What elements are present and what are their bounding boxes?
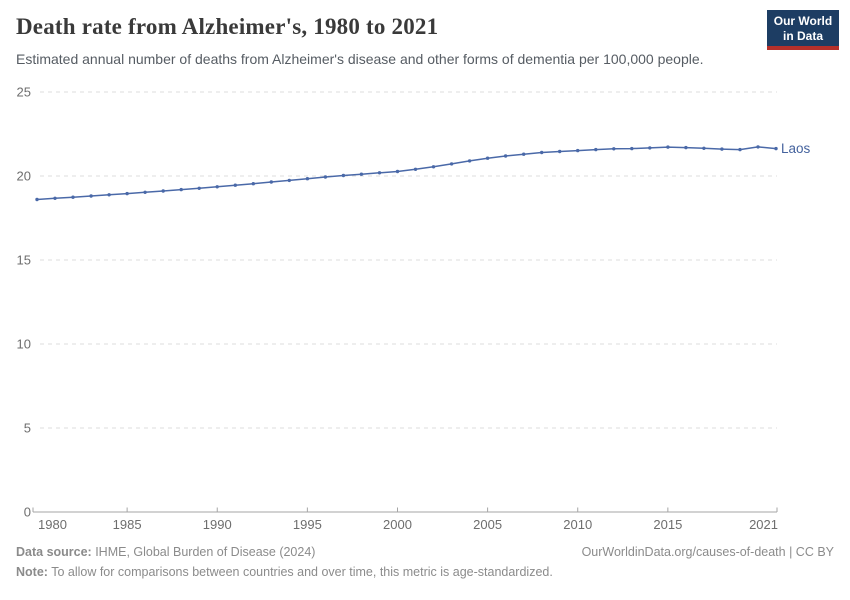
data-point[interactable] (71, 195, 75, 199)
data-point[interactable] (720, 147, 724, 151)
y-axis-tick-label: 10 (17, 337, 31, 352)
data-point[interactable] (215, 185, 219, 189)
data-point[interactable] (161, 189, 165, 193)
y-axis-tick-label: 15 (17, 253, 31, 268)
data-point[interactable] (702, 146, 706, 150)
x-axis-tick-label: 1990 (203, 517, 232, 532)
data-point[interactable] (413, 167, 418, 171)
note-text: Note: To allow for comparisons between c… (16, 565, 553, 579)
page-title: Death rate from Alzheimer's, 1980 to 202… (16, 14, 439, 39)
data-point[interactable] (485, 156, 490, 160)
data-point[interactable] (377, 171, 382, 175)
note-label: Note: (16, 565, 48, 579)
data-point[interactable] (107, 193, 111, 197)
x-axis-tick-label: 2021 (749, 517, 778, 532)
data-point[interactable] (269, 180, 273, 184)
y-axis-tick-label: 20 (17, 169, 31, 184)
data-point[interactable] (35, 197, 39, 202)
data-source-value: IHME, Global Burden of Disease (2024) (91, 545, 316, 559)
series-line[interactable] (36, 146, 777, 201)
data-point[interactable] (359, 172, 364, 176)
data-point[interactable] (395, 169, 400, 174)
y-axis-tick-label: 5 (24, 421, 31, 436)
data-source-text: Data source: IHME, Global Burden of Dise… (16, 545, 315, 559)
owid-logo-line1: Our World (773, 14, 833, 28)
data-point[interactable] (558, 149, 562, 154)
data-point[interactable] (540, 150, 544, 155)
x-axis-tick-label: 2010 (563, 517, 592, 532)
data-point[interactable] (630, 146, 634, 151)
data-point[interactable] (341, 173, 346, 178)
data-point[interactable] (197, 186, 201, 190)
data-point[interactable] (576, 148, 580, 153)
data-point[interactable] (467, 159, 472, 163)
owid-logo[interactable]: Our World in Data (767, 10, 839, 50)
data-point[interactable] (233, 183, 237, 187)
data-point[interactable] (305, 177, 310, 181)
data-point[interactable] (179, 187, 183, 192)
chart-footer: Data source: IHME, Global Burden of Dise… (16, 545, 834, 579)
data-point[interactable] (594, 147, 598, 152)
data-point[interactable] (143, 190, 147, 194)
data-point[interactable] (287, 178, 291, 183)
data-point[interactable] (125, 191, 129, 196)
data-point[interactable] (666, 145, 670, 149)
x-axis-tick-label: 2005 (473, 517, 502, 532)
data-point[interactable] (323, 175, 328, 179)
chart-header: Death rate from Alzheimer's, 1980 to 202… (0, 0, 850, 80)
data-point[interactable] (503, 154, 508, 158)
line-chart: 0 5 10 15 20 25 1980 1985 1990 1995 2000 2005 2010 20… (17, 85, 811, 533)
x-axis-tick-label: 2015 (653, 517, 682, 532)
data-point[interactable] (431, 165, 436, 169)
data-point[interactable] (53, 196, 57, 200)
y-axis-tick-label: 0 (24, 505, 31, 520)
data-point[interactable] (774, 146, 778, 151)
x-axis-tick-label: 1985 (113, 517, 142, 532)
series-label-laos[interactable]: Laos (781, 141, 811, 156)
x-axis-tick-label: 1995 (293, 517, 322, 532)
data-source-label: Data source: (16, 545, 92, 559)
data-point[interactable] (89, 194, 93, 198)
x-axis-tick-label: 1980 (38, 517, 67, 532)
owid-logo-line2: in Data (782, 28, 823, 43)
data-point[interactable] (684, 145, 688, 150)
data-point[interactable] (449, 162, 454, 166)
owid-citation-link[interactable]: OurWorldinData.org/causes-of-death | CC … (581, 545, 834, 559)
note-value: To allow for comparisons between countri… (47, 565, 553, 579)
chart-subtitle: Estimated annual number of deaths from A… (16, 51, 704, 67)
y-axis-tick-label: 25 (17, 85, 31, 100)
data-point[interactable] (612, 147, 616, 151)
data-point[interactable] (251, 182, 255, 186)
data-point[interactable] (522, 152, 526, 156)
x-axis-tick-label: 2000 (383, 517, 412, 532)
data-point[interactable] (756, 145, 760, 149)
data-point[interactable] (648, 146, 652, 150)
data-point[interactable] (738, 147, 742, 152)
